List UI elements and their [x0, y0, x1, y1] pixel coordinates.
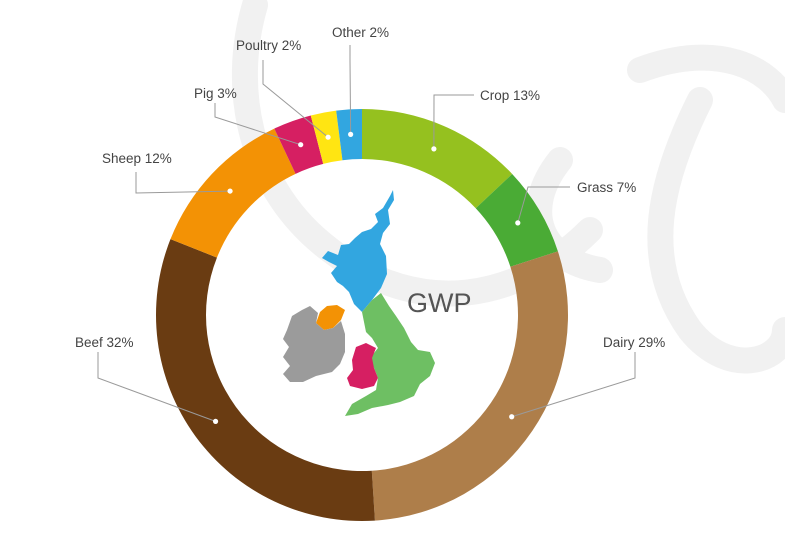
- map-northern-ireland: [316, 305, 345, 330]
- leader-dot-other: [348, 131, 354, 137]
- british-isles-map: [283, 190, 435, 416]
- leader-dot-dairy: [509, 414, 515, 420]
- slice-label-beef: Beef 32%: [75, 335, 134, 350]
- leader-lines: [97, 45, 636, 424]
- map-ireland: [283, 306, 345, 382]
- slice-label-grass: Grass 7%: [577, 180, 636, 195]
- leader-line-poultry: [262, 60, 329, 138]
- slice-label-pig: Pig 3%: [194, 86, 237, 101]
- map-wales: [347, 343, 378, 389]
- slice-grass: [475, 173, 558, 267]
- slice-dairy: [371, 251, 569, 521]
- center-label: GWP: [407, 288, 472, 318]
- leader-dot-poultry: [325, 134, 331, 140]
- leader-dot-crop: [431, 146, 437, 152]
- leader-dot-grass: [515, 220, 521, 226]
- map-scotland: [322, 190, 394, 312]
- slice-crop: [362, 109, 513, 209]
- leader-line-other: [349, 45, 352, 135]
- leader-line-dairy: [511, 352, 636, 418]
- slice-label-dairy: Dairy 29%: [603, 335, 665, 350]
- leader-line-crop: [433, 94, 474, 149]
- leader-dot-beef: [212, 418, 219, 424]
- slice-sheep: [170, 128, 296, 258]
- leader-line-grass: [517, 186, 570, 224]
- leader-dot-sheep: [227, 188, 233, 194]
- slice-label-other: Other 2%: [332, 25, 389, 40]
- leader-dot-pig: [298, 142, 304, 148]
- slice-label-crop: Crop 13%: [480, 88, 540, 103]
- slice-beef: [155, 239, 375, 522]
- slice-label-poultry: Poultry 2%: [236, 38, 301, 53]
- slice-label-sheep: Sheep 12%: [102, 151, 172, 166]
- slice-labels: Crop 13% Grass 7% Dairy 29% Beef 32% Sheep 1…: [75, 25, 665, 350]
- donut-ring: [155, 109, 569, 522]
- leader-line-sheep: [135, 172, 231, 194]
- map-england: [345, 293, 435, 416]
- leader-line-pig: [214, 103, 301, 146]
- leader-line-beef: [97, 352, 216, 422]
